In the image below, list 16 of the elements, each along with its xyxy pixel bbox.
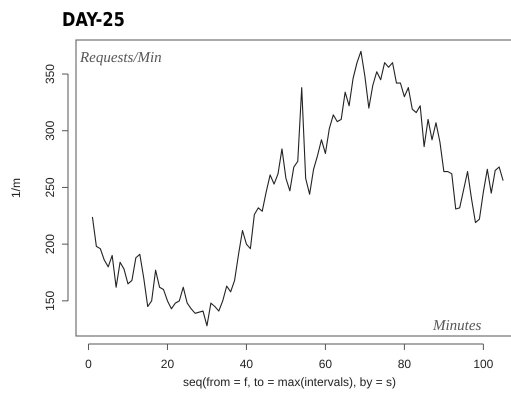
x-tick-label: 60: [318, 357, 332, 371]
y-tick-label: 300: [43, 120, 57, 141]
annotation: Minutes: [432, 318, 482, 334]
x-tick-label: 100: [473, 357, 494, 371]
x-tick-label: 0: [85, 357, 92, 371]
x-tick-label: 40: [240, 357, 254, 371]
x-tick-label: 20: [160, 357, 174, 371]
y-tick-label: 250: [43, 177, 57, 198]
y-axis-title: 1/m: [9, 178, 23, 198]
x-axis-title: seq(from = f, to = max(intervals), by = s): [182, 375, 396, 389]
y-tick-label: 150: [43, 290, 57, 311]
y-tick-label: 200: [43, 234, 57, 254]
annotation: Requests/Min: [79, 50, 162, 66]
y-tick-label: 350: [43, 64, 57, 84]
chart-title: DAY-25: [62, 10, 125, 32]
x-tick-label: 80: [398, 357, 412, 371]
